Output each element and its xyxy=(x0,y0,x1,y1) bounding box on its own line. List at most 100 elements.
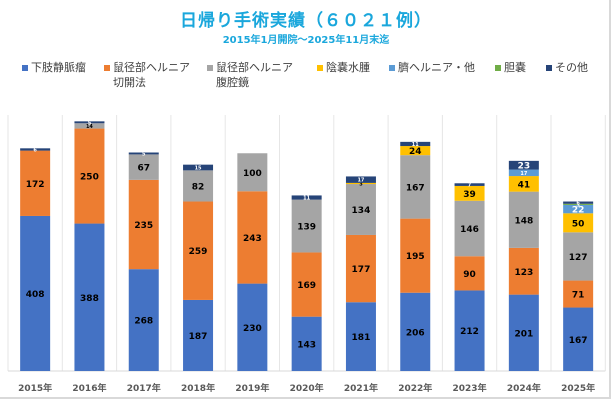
data-label: 243 xyxy=(243,234,262,244)
bar-segment xyxy=(508,247,539,295)
data-label: 22 xyxy=(572,206,585,216)
data-label: 3 xyxy=(576,202,580,208)
data-label: 5 xyxy=(142,151,146,157)
data-label: 177 xyxy=(352,265,371,275)
bar-segment xyxy=(508,176,539,192)
bar-segment xyxy=(508,294,539,371)
legend-item-umbilical: 臍ヘルニア・他 xyxy=(389,60,475,75)
bar-segment xyxy=(563,280,594,308)
bar-segment xyxy=(454,290,485,371)
bar-segment xyxy=(20,148,51,151)
bar-segment xyxy=(345,182,376,185)
x-tick-label: 2022年 xyxy=(398,382,432,394)
bar-segment xyxy=(237,283,268,371)
data-label: 100 xyxy=(243,169,262,179)
bar-segment xyxy=(563,204,594,214)
legend-swatch xyxy=(22,65,28,71)
chart-title: 日帰り手術実績（６０２１例） xyxy=(180,11,432,31)
data-label: 67 xyxy=(137,164,150,174)
data-label: 235 xyxy=(134,221,153,231)
data-label: 167 xyxy=(569,336,588,346)
x-tick-label: 2019年 xyxy=(235,382,269,394)
bar-segment xyxy=(563,213,594,233)
data-label: 143 xyxy=(297,340,316,350)
data-label: 5 xyxy=(88,120,92,126)
bar-segment xyxy=(563,203,594,205)
bar-segment xyxy=(237,191,268,284)
bar-segment xyxy=(400,155,431,219)
x-tick-label: 2020年 xyxy=(290,382,324,394)
legend-label: その他 xyxy=(555,61,588,74)
legend-item-hernia-laparoscopic: 鼠径部ヘルニア 腹腔鏡 xyxy=(207,60,293,90)
x-tick-label: 2018年 xyxy=(181,382,215,394)
bar-segment xyxy=(291,316,322,371)
bar-segment xyxy=(400,141,431,147)
data-label: 181 xyxy=(352,333,371,343)
bar-segment xyxy=(563,201,594,204)
bar-segment xyxy=(74,223,105,371)
data-label: 39 xyxy=(463,190,476,200)
data-label: 17 xyxy=(520,171,527,177)
legend-label: 胆嚢 xyxy=(504,61,526,74)
bar-segment xyxy=(508,191,539,248)
data-label: 268 xyxy=(134,317,153,327)
data-label: 7 xyxy=(468,183,472,189)
bar-segment xyxy=(563,307,594,371)
chart-subtitle: 2015年1月開院～2025年11月末迄 xyxy=(222,35,390,46)
bar-segment xyxy=(454,200,485,257)
x-tick-label: 2025年 xyxy=(561,382,595,394)
data-label: 50 xyxy=(572,219,585,229)
legend-item-hydrocele: 陰嚢水腫 xyxy=(317,60,370,75)
legend-item-other: その他 xyxy=(546,60,588,75)
bar-segment xyxy=(345,234,376,303)
data-label: 212 xyxy=(460,327,479,337)
bar-segment xyxy=(237,153,268,192)
data-label: 146 xyxy=(460,225,479,235)
data-label: 24 xyxy=(409,147,422,157)
data-label: 123 xyxy=(514,268,533,278)
data-label: 187 xyxy=(189,332,208,342)
bar-segment xyxy=(183,164,214,171)
bar-segment xyxy=(291,199,322,253)
bar-segment xyxy=(128,179,159,270)
bar-segment xyxy=(20,215,51,371)
legend-swatch xyxy=(317,65,323,71)
data-label: 15 xyxy=(195,166,202,172)
x-tick-label: 2015年 xyxy=(18,382,52,394)
x-tick-label: 2024年 xyxy=(507,382,541,394)
data-label: 134 xyxy=(352,206,371,216)
bar-segment xyxy=(128,269,159,371)
data-label: 14 xyxy=(86,124,93,130)
bar-segment xyxy=(74,128,105,224)
data-label: 259 xyxy=(189,247,208,257)
legend-label: 下肢静脈瘤 xyxy=(31,61,86,74)
data-label: 11 xyxy=(412,142,419,148)
bar-segment xyxy=(291,252,322,317)
legend-item-gallbladder: 胆嚢 xyxy=(495,60,526,75)
bar-segment xyxy=(74,123,105,129)
data-label: 11 xyxy=(303,196,310,202)
legend-swatch xyxy=(207,65,213,71)
bar-segment xyxy=(20,150,51,216)
legend-label: 鼠径部ヘルニア 切開法 xyxy=(113,61,190,89)
data-label: 201 xyxy=(514,329,533,339)
bar-segment xyxy=(454,256,485,291)
legend-swatch xyxy=(495,65,501,71)
data-label: 148 xyxy=(514,216,533,226)
data-label: 206 xyxy=(406,328,425,338)
data-label: 169 xyxy=(297,281,316,291)
legend-swatch xyxy=(389,65,395,71)
data-label: 82 xyxy=(192,182,205,192)
x-tick-label: 2016年 xyxy=(72,382,106,394)
legend: 下肢静脈瘤 鼠径部ヘルニア 切開法 鼠径部ヘルニア 腹腔鏡 陰嚢水腫 臍ヘルニア… xyxy=(0,60,612,100)
data-label: 127 xyxy=(569,253,588,263)
data-label: 71 xyxy=(572,291,585,301)
data-label: 172 xyxy=(26,180,45,190)
legend-label: 鼠径部ヘルニア 腹腔鏡 xyxy=(216,61,293,89)
bar-segment xyxy=(128,152,159,155)
bar-segment xyxy=(345,176,376,183)
x-tick-label: 2021年 xyxy=(344,382,378,394)
data-label: 23 xyxy=(518,162,531,172)
data-label: 408 xyxy=(26,290,45,300)
